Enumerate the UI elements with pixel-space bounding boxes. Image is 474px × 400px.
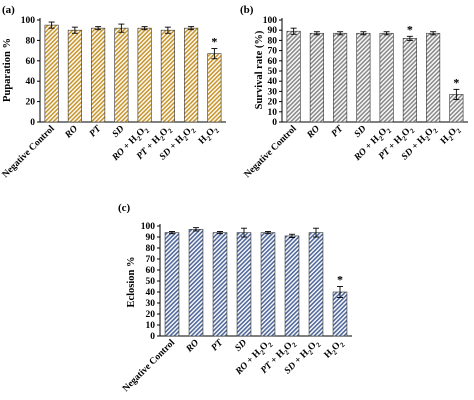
bar bbox=[332, 291, 348, 337]
y-tick-label: 60 bbox=[26, 57, 36, 67]
x-tick-label: SD bbox=[111, 124, 127, 140]
y-tick-label: 20 bbox=[146, 310, 156, 320]
significance-marker: * bbox=[337, 273, 343, 287]
bar bbox=[44, 24, 59, 123]
bar bbox=[308, 232, 324, 337]
y-tick-label: 90 bbox=[268, 26, 278, 36]
x-tick-label: Negative Control bbox=[243, 124, 299, 180]
bar bbox=[114, 27, 129, 123]
y-tick-label: 90 bbox=[146, 233, 156, 243]
y-tick-label: 100 bbox=[263, 16, 278, 26]
y-tick-label: 40 bbox=[146, 288, 156, 298]
y-tick-label: 70 bbox=[268, 47, 278, 57]
y-axis-label: Puparation % bbox=[2, 38, 13, 102]
y-tick-label: 80 bbox=[26, 36, 36, 46]
y-tick-label: 30 bbox=[268, 87, 278, 97]
bar bbox=[67, 29, 82, 123]
panel-label: (a) bbox=[2, 4, 15, 16]
x-tick-label: H2O2 bbox=[197, 124, 221, 148]
y-axis-label: Survival rate (%) bbox=[254, 30, 265, 109]
significance-marker: * bbox=[211, 35, 217, 49]
significance-marker: * bbox=[453, 75, 459, 89]
bar bbox=[212, 232, 228, 337]
x-tick-label: Negative Control bbox=[121, 338, 177, 394]
chart-panel-a: (a) Puparation % 0 20 40 60 80 100 Negative Co… bbox=[1, 4, 226, 180]
bar bbox=[379, 32, 394, 123]
x-tick-label: RO bbox=[184, 338, 201, 355]
significance-marker: * bbox=[407, 22, 413, 36]
bar bbox=[160, 29, 175, 123]
bar bbox=[184, 27, 199, 123]
bar bbox=[236, 232, 252, 337]
y-tick-label: 20 bbox=[26, 98, 36, 108]
bar bbox=[426, 32, 441, 123]
panel-label: (b) bbox=[240, 4, 254, 16]
x-tick-label: Negative Control bbox=[1, 124, 57, 180]
x-tick-label: SD bbox=[233, 338, 249, 354]
y-tick-label: 70 bbox=[146, 255, 156, 265]
panel-label: (c) bbox=[118, 202, 131, 214]
y-tick-label: 10 bbox=[146, 321, 156, 331]
y-tick-label: 30 bbox=[146, 299, 156, 309]
bar bbox=[137, 27, 152, 123]
y-tick-label: 20 bbox=[268, 98, 278, 108]
bar bbox=[286, 30, 301, 123]
bar bbox=[91, 27, 106, 123]
bar bbox=[402, 38, 417, 123]
y-tick-label: 80 bbox=[268, 36, 278, 46]
y-tick-label: 100 bbox=[21, 16, 36, 26]
y-tick-label: 60 bbox=[146, 266, 156, 276]
x-tick-label: H2O2 bbox=[439, 124, 463, 148]
bar bbox=[356, 32, 371, 123]
x-tick-label: PT bbox=[210, 337, 226, 353]
bar bbox=[309, 32, 324, 123]
bar bbox=[260, 232, 276, 337]
y-tick-label: 80 bbox=[146, 244, 156, 254]
x-tick-label: RO bbox=[305, 124, 322, 141]
x-tick-label: SD bbox=[353, 124, 369, 140]
bar bbox=[333, 32, 348, 123]
y-tick-label: 40 bbox=[268, 77, 278, 87]
y-tick-label: 40 bbox=[26, 77, 36, 87]
bar bbox=[207, 53, 222, 123]
x-tick-label: PT bbox=[88, 123, 104, 139]
y-tick-label: 10 bbox=[268, 108, 278, 118]
y-tick-label: 0 bbox=[30, 118, 35, 128]
y-tick-label: 60 bbox=[268, 57, 278, 67]
x-tick-label: PT bbox=[330, 123, 346, 139]
bar bbox=[284, 235, 300, 337]
bar bbox=[188, 229, 204, 337]
x-tick-label: SD + H2O2 bbox=[283, 338, 323, 378]
x-tick-label: RO bbox=[63, 124, 80, 141]
y-tick-label: 0 bbox=[272, 118, 277, 128]
y-axis-label: Eclosion % bbox=[126, 256, 137, 307]
y-tick-label: 100 bbox=[141, 222, 156, 232]
y-tick-label: 0 bbox=[150, 332, 155, 342]
y-tick-label: 50 bbox=[268, 67, 278, 77]
y-tick-label: 50 bbox=[146, 277, 156, 287]
chart-panel-b: (b) Survival rate (%) 010203040506070809… bbox=[240, 4, 468, 180]
x-tick-label: H2O2 bbox=[323, 338, 347, 362]
bar bbox=[164, 232, 180, 337]
